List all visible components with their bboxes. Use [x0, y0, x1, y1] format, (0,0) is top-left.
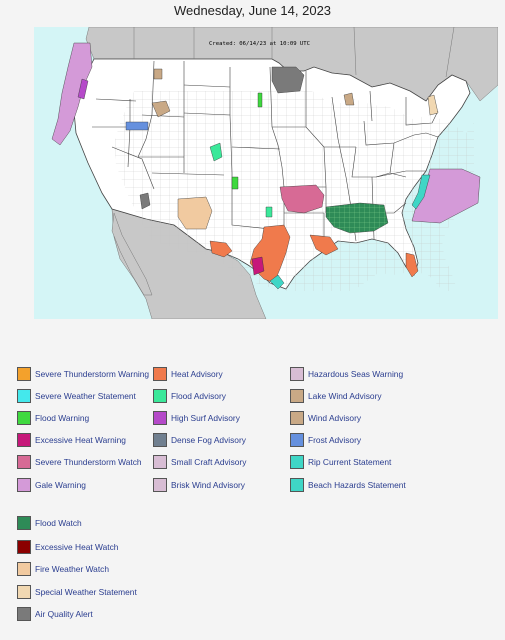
heat-advisory-florida — [405, 252, 419, 278]
legend-swatch — [153, 433, 167, 447]
legend-label: Beach Hazards Statement — [308, 480, 406, 490]
legend-label: Flood Advisory — [171, 391, 226, 401]
legend-swatch — [290, 389, 304, 403]
legend-item: Wind Advisory — [290, 410, 361, 426]
legend-label: Wind Advisory — [308, 413, 362, 423]
legend-item: Gale Warning — [17, 477, 86, 493]
flood-advisory-ok — [265, 206, 273, 218]
legend-item: Brisk Wind Advisory — [153, 477, 245, 493]
legend-item: Severe Weather Statement — [17, 388, 136, 404]
legend-item: Small Craft Advisory — [153, 454, 246, 470]
legend-label: Rip Current Statement — [308, 457, 392, 467]
legend-swatch — [290, 433, 304, 447]
atlantic-rip-current — [411, 174, 431, 210]
flood-watch-georgia — [325, 202, 389, 234]
legend-swatch — [290, 455, 304, 469]
legend-label: Brisk Wind Advisory — [171, 480, 245, 490]
legend-swatch — [17, 478, 31, 492]
legend-label: Excessive Heat Warning — [35, 435, 126, 445]
legend-label: Gale Warning — [35, 480, 86, 490]
legend-swatch — [153, 478, 167, 492]
legend-item: Frost Advisory — [290, 432, 361, 448]
legend-item: Flood Watch — [17, 515, 82, 531]
flood-warning-ks — [231, 176, 239, 190]
legend-item: Lake Wind Advisory — [290, 388, 382, 404]
legend-label: Fire Weather Watch — [35, 564, 110, 574]
legend-item: High Surf Advisory — [153, 410, 240, 426]
legend-swatch — [17, 562, 31, 576]
legend-label: Dense Fog Advisory — [171, 435, 246, 445]
legend-item: Special Weather Statement — [17, 584, 137, 600]
canada-borders — [133, 27, 455, 78]
legend-swatch — [17, 607, 31, 621]
legend-item: Severe Thunderstorm Warning — [17, 366, 149, 382]
legend-swatch — [290, 411, 304, 425]
legend-item: Flood Warning — [17, 410, 89, 426]
legend-item: Flood Advisory — [153, 388, 226, 404]
legend-label: Severe Thunderstorm Watch — [35, 457, 142, 467]
legend-swatch — [153, 389, 167, 403]
legend-label: Heat Advisory — [171, 369, 223, 379]
hazard-areas — [51, 42, 481, 290]
wind-advisory-mt — [153, 68, 163, 80]
heat-advisory-louisiana — [309, 234, 339, 256]
legend-swatch — [17, 411, 31, 425]
legend-label: Frost Advisory — [308, 435, 362, 445]
legend-label: Flood Watch — [35, 518, 82, 528]
high-surf-area — [77, 78, 89, 100]
legend-label: Flood Warning — [35, 413, 90, 423]
air-quality-mn — [271, 66, 305, 94]
fire-weather-nm — [177, 196, 213, 230]
lake-wind-mi — [343, 92, 355, 106]
legend-item: Excessive Heat Warning — [17, 432, 126, 448]
legend-swatch — [17, 433, 31, 447]
legend-swatch — [17, 540, 31, 554]
legend-item: Rip Current Statement — [290, 454, 391, 470]
frost-advisory-area — [125, 121, 149, 131]
legend-item: Fire Weather Watch — [17, 561, 109, 577]
severe-tstorm-watch — [279, 184, 325, 214]
legend-item: Heat Advisory — [153, 366, 223, 382]
legend-swatch — [17, 389, 31, 403]
legend-swatch — [17, 455, 31, 469]
legend-item: Dense Fog Advisory — [153, 432, 246, 448]
flood-warning-nd — [257, 92, 263, 108]
legend-item: Excessive Heat Watch — [17, 539, 118, 555]
legend-label: Lake Wind Advisory — [308, 391, 382, 401]
baja-land — [111, 212, 153, 296]
flood-advisory-co — [209, 142, 223, 162]
legend-label: Air Quality Alert — [35, 609, 93, 619]
legend-swatch — [290, 367, 304, 381]
legend-label: Special Weather Statement — [35, 587, 137, 597]
legend-swatch — [153, 411, 167, 425]
heat-advisory-west-tx — [209, 240, 233, 258]
legend-swatch — [153, 367, 167, 381]
legend-swatch — [153, 455, 167, 469]
beach-hazards-tx — [269, 274, 285, 290]
legend-label: Severe Thunderstorm Warning — [35, 369, 150, 379]
legend-label: Excessive Heat Watch — [35, 542, 119, 552]
legend-label: High Surf Advisory — [171, 413, 240, 423]
legend-item: Hazardous Seas Warning — [290, 366, 403, 382]
legend-swatch — [17, 585, 31, 599]
page-title: Wednesday, June 14, 2023 — [173, 3, 332, 18]
wind-advisory-wy — [151, 100, 171, 118]
created-timestamp: Created: 06/14/23 at 10:09 UTC — [209, 41, 310, 47]
legend-label: Small Craft Advisory — [171, 457, 247, 467]
legend-item: Severe Thunderstorm Watch — [17, 454, 142, 470]
air-quality-nv — [139, 192, 151, 210]
legend-swatch — [17, 516, 31, 530]
legend-label: Hazardous Seas Warning — [308, 369, 404, 379]
legend-label: Severe Weather Statement — [35, 391, 136, 401]
special-weather-ne — [427, 94, 439, 116]
legend-swatch — [290, 478, 304, 492]
us-weather-hazards-map[interactable]: Created: 06/14/23 at 10:09 UTC — [34, 27, 498, 319]
excessive-heat-warning — [251, 256, 265, 276]
legend-item: Air Quality Alert — [17, 606, 93, 622]
gale-warning-area — [51, 42, 93, 146]
legend-item: Beach Hazards Statement — [290, 477, 406, 493]
legend-swatch — [17, 367, 31, 381]
